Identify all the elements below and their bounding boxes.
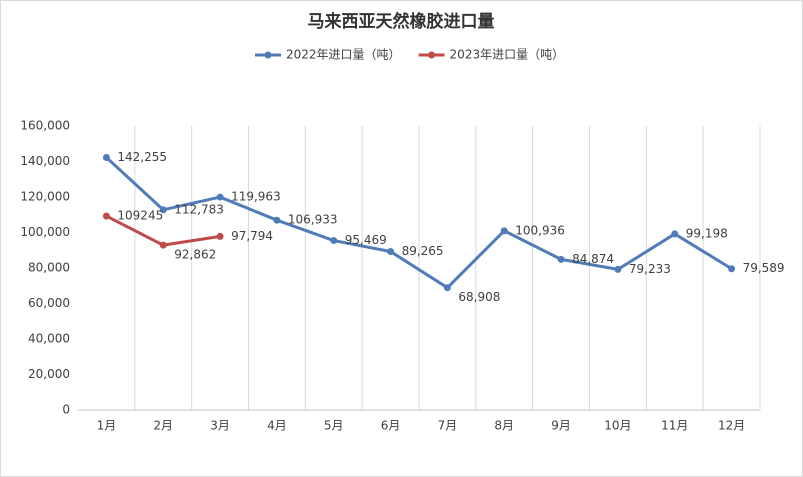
x-tick-label: 8月 xyxy=(494,419,514,433)
data-label: 97,794 xyxy=(231,229,273,243)
y-tick-label: 80,000 xyxy=(28,261,70,275)
data-label: 119,963 xyxy=(231,190,281,204)
x-tick-label: 9月 xyxy=(551,419,571,433)
data-point xyxy=(330,237,338,245)
x-tick-label: 3月 xyxy=(210,419,230,433)
data-point xyxy=(159,241,167,249)
y-tick-label: 160,000 xyxy=(20,119,70,133)
data-point xyxy=(671,230,679,238)
data-point xyxy=(387,248,395,256)
x-tick-label: 12月 xyxy=(718,419,745,433)
y-tick-label: 120,000 xyxy=(20,190,70,204)
x-tick-label: 6月 xyxy=(381,419,401,433)
y-tick-label: 20,000 xyxy=(28,367,70,381)
data-label: 142,255 xyxy=(117,150,167,164)
legend-label: 2023年进口量（吨） xyxy=(450,48,565,62)
x-tick-label: 11月 xyxy=(661,419,688,433)
data-point xyxy=(728,265,736,273)
x-tick-label: 5月 xyxy=(324,419,344,433)
x-tick-label: 10月 xyxy=(604,419,631,433)
data-label: 100,936 xyxy=(515,223,565,237)
legend-marker xyxy=(264,51,272,59)
legend-marker xyxy=(428,51,436,59)
data-point xyxy=(102,212,110,220)
y-tick-label: 100,000 xyxy=(20,225,70,239)
data-label: 106,933 xyxy=(288,213,338,227)
data-point xyxy=(102,153,110,161)
y-tick-label: 60,000 xyxy=(28,296,70,310)
data-label: 92,862 xyxy=(174,248,216,262)
y-tick-label: 40,000 xyxy=(28,332,70,346)
series-line xyxy=(105,156,733,290)
data-point xyxy=(443,284,451,292)
data-point xyxy=(159,206,167,214)
data-label: 79,589 xyxy=(743,261,785,275)
data-label: 68,908 xyxy=(458,290,500,304)
data-label: 84,874 xyxy=(572,252,614,266)
data-point xyxy=(273,216,281,224)
y-tick-label: 0 xyxy=(62,403,70,417)
data-point xyxy=(216,232,224,240)
data-label: 99,198 xyxy=(686,226,728,240)
data-label: 109245 xyxy=(117,209,163,223)
data-point xyxy=(500,227,508,235)
x-tick-label: 4月 xyxy=(267,419,287,433)
x-tick-label: 1月 xyxy=(97,419,117,433)
data-point xyxy=(557,255,565,263)
chart-title: 马来西亚天然橡胶进口量 xyxy=(308,11,495,32)
data-point xyxy=(216,193,224,201)
data-label: 79,233 xyxy=(629,262,671,276)
data-label: 95,469 xyxy=(345,233,387,247)
x-tick-label: 2月 xyxy=(153,419,173,433)
x-tick-label: 7月 xyxy=(438,419,458,433)
y-tick-label: 140,000 xyxy=(20,154,70,168)
data-label: 89,265 xyxy=(402,244,444,258)
legend-label: 2022年进口量（吨） xyxy=(286,48,401,62)
data-label: 112,783 xyxy=(174,202,224,216)
data-point xyxy=(614,265,622,273)
